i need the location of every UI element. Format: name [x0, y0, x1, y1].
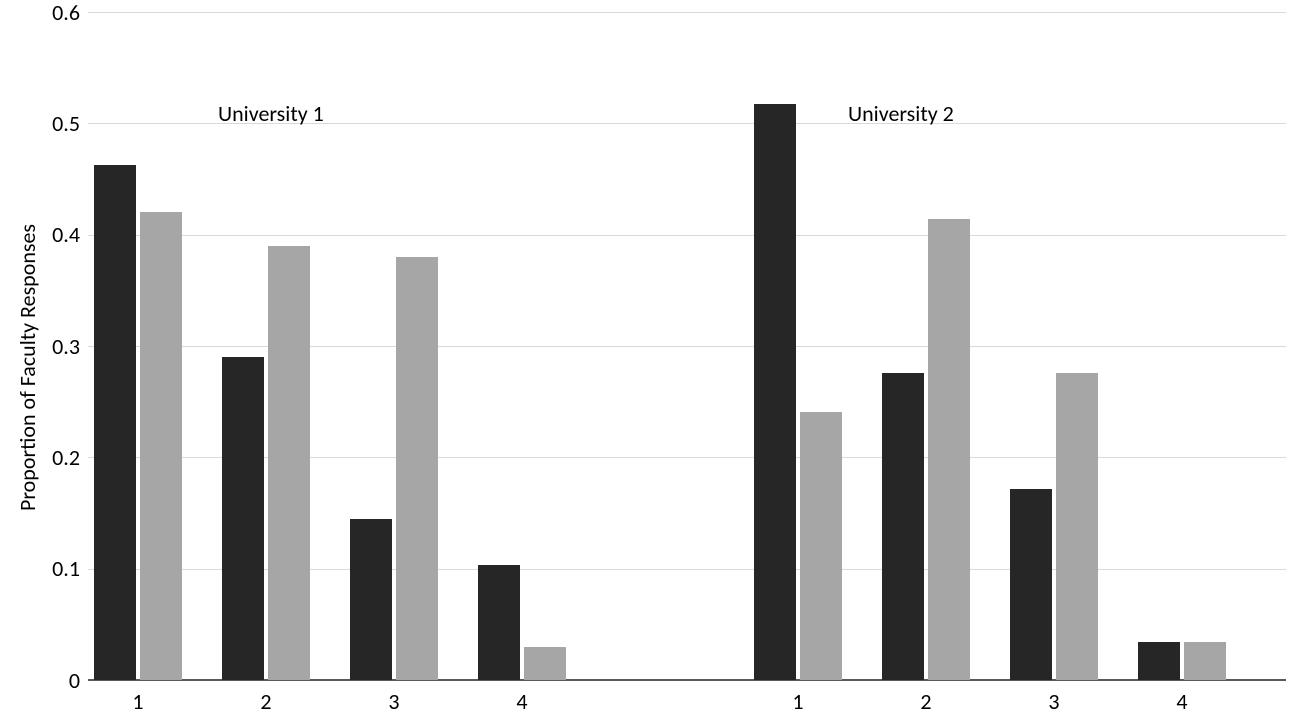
- bar: [1010, 489, 1052, 680]
- x-tick-label: 3: [388, 688, 399, 715]
- bar: [396, 257, 438, 680]
- bar: [1138, 642, 1180, 680]
- x-tick-label: 4: [1176, 688, 1187, 715]
- x-tick-label: 1: [132, 688, 143, 715]
- bar: [350, 519, 392, 680]
- bar: [268, 246, 310, 680]
- bar: [800, 412, 842, 680]
- bar: [222, 357, 264, 680]
- bar: [1056, 373, 1098, 680]
- bar: [754, 104, 796, 680]
- y-tick-label: 0.1: [20, 555, 80, 582]
- x-tick-label: 2: [260, 688, 271, 715]
- bar: [94, 165, 136, 680]
- y-tick-label: 0.6: [20, 0, 80, 26]
- y-tick-label: 0.3: [20, 333, 80, 360]
- bar: [1184, 642, 1226, 680]
- plot-area: University 1University 212341234: [88, 12, 1286, 680]
- bar: [140, 212, 182, 680]
- bar: [928, 219, 970, 680]
- x-tick-label: 3: [1048, 688, 1059, 715]
- y-tick-label: 0.2: [20, 444, 80, 471]
- gridline: [88, 12, 1286, 13]
- bar: [882, 373, 924, 680]
- x-tick-label: 4: [516, 688, 527, 715]
- bar: [524, 647, 566, 680]
- chart-container: Proportion of Faculty Responses 00.10.20…: [0, 0, 1296, 725]
- x-tick-label: 2: [920, 688, 931, 715]
- y-tick-label: 0.5: [20, 110, 80, 137]
- y-tick-label: 0: [20, 667, 80, 694]
- bar: [478, 565, 520, 680]
- x-tick-label: 1: [792, 688, 803, 715]
- panel-label: University 2: [848, 100, 954, 127]
- y-tick-label: 0.4: [20, 221, 80, 248]
- panel-label: University 1: [218, 100, 324, 127]
- gridline: [88, 235, 1286, 236]
